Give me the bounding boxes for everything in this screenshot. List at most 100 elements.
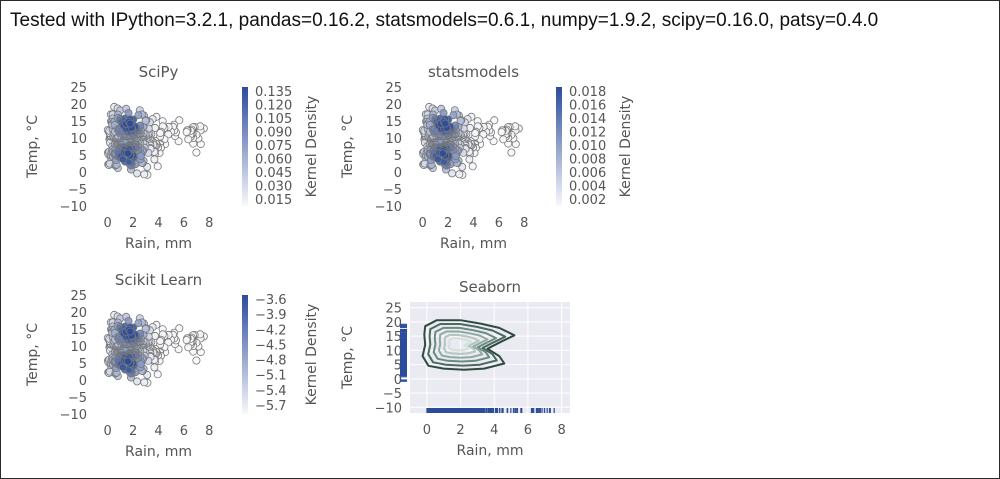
x-tick-label: 8 [205, 216, 213, 231]
y-tick-label: −10 [375, 200, 402, 215]
y-tick-label: 25 [385, 302, 402, 317]
y-tick-label: 20 [70, 306, 87, 321]
y-tick-label: −10 [375, 401, 402, 416]
colorbar-label: Kernel Density [618, 96, 634, 198]
y-tick-label: 10 [385, 344, 402, 359]
data-point [123, 149, 132, 158]
x-tick-label: 0 [104, 424, 112, 439]
x-axis-label: Rain, mm [125, 444, 192, 460]
data-point [133, 377, 142, 386]
y-tick-label: −5 [68, 183, 87, 198]
data-point [465, 155, 474, 164]
y-tick-label: 5 [394, 359, 402, 374]
data-point [156, 337, 165, 346]
y-tick-label: 5 [79, 357, 87, 372]
data-point [175, 116, 184, 125]
colorbar [242, 87, 248, 206]
y-axis-label: Temp, °C [25, 115, 41, 179]
kde-contour [447, 337, 472, 352]
x-tick-label: 8 [205, 424, 213, 439]
data-point [134, 319, 143, 328]
x-tick-label: 6 [495, 216, 503, 231]
colorbar-tick-label: 0.030 [255, 180, 292, 195]
kde-contour [432, 326, 498, 363]
data-point [455, 170, 464, 179]
x-tick-label: 2 [129, 216, 137, 231]
data-point [126, 327, 135, 336]
y-tick-label: −10 [60, 408, 87, 423]
data-point [184, 343, 193, 352]
kde-contour [443, 334, 480, 355]
y-tick-label: 10 [70, 340, 87, 355]
colorbar-tick-label: 0.014 [569, 112, 606, 127]
colorbar-tick-label: 0.015 [255, 193, 292, 208]
data-point [182, 336, 191, 345]
y-tick-label: 0 [79, 374, 87, 389]
y-tick-label: −5 [383, 183, 402, 198]
y-tick-label: 20 [385, 98, 402, 113]
y-axis-label: Temp, °C [340, 115, 356, 179]
kde-contour [421, 319, 516, 371]
chart-panel-2: statsmodels 25 20 15 10 5 0 −5 −10 0 2 4 6 8 Rain, mm T… [340, 63, 634, 252]
x-tick-label: 6 [180, 424, 188, 439]
y-tick-label: 0 [394, 166, 402, 181]
data-point [499, 135, 508, 144]
data-point [184, 135, 193, 144]
colorbar-tick-label: −3.6 [255, 293, 287, 308]
data-point [490, 116, 499, 125]
x-tick-label: 2 [129, 424, 137, 439]
data-point [140, 378, 149, 387]
chart-panel-3: Scikit Learn 25 20 15 10 5 0 −5 −10 0 2 4 6 8 Rain, mm… [25, 271, 320, 460]
y-tick-label: 20 [385, 316, 402, 331]
y-tick-label: 0 [79, 166, 87, 181]
x-tick-label: 8 [557, 423, 565, 438]
data-point [448, 169, 457, 178]
colorbar-tick-label: 0.006 [569, 166, 606, 181]
x-tick-label: 0 [104, 216, 112, 231]
data-point [441, 119, 450, 128]
x-tick-label: 6 [180, 216, 188, 231]
y-tick-label: −10 [60, 200, 87, 215]
data-point [175, 324, 184, 333]
x-tick-label: 8 [520, 216, 528, 231]
y-tick-label: −5 [383, 387, 402, 402]
colorbar-tick-label: −4.5 [255, 338, 287, 353]
y-tick-label: −5 [68, 391, 87, 406]
y-tick-label: 15 [385, 115, 402, 130]
data-point [134, 111, 143, 120]
chart-title: Scikit Learn [115, 271, 202, 289]
data-point [123, 357, 132, 366]
data-point [192, 148, 201, 157]
chart-title: SciPy [139, 63, 179, 81]
x-tick-label: 2 [444, 216, 452, 231]
colorbar-tick-label: 0.002 [569, 193, 606, 208]
colorbar-tick-label: 0.090 [255, 126, 292, 141]
data-point [150, 363, 159, 372]
data-point [182, 128, 191, 137]
x-axis-label: Rain, mm [457, 443, 524, 459]
y-tick-label: 25 [70, 81, 87, 96]
data-point [471, 129, 480, 138]
colorbar-tick-label: 0.016 [569, 99, 606, 114]
y-tick-label: 15 [70, 323, 87, 338]
colorbar-tick-label: 0.010 [569, 139, 606, 154]
x-tick-label: 0 [423, 423, 431, 438]
x-tick-label: 4 [154, 216, 162, 231]
x-tick-label: 6 [524, 423, 532, 438]
colorbar-tick-label: 0.135 [255, 85, 292, 100]
y-tick-label: 25 [385, 81, 402, 96]
colorbar-tick-label: 0.060 [255, 153, 292, 168]
data-point [438, 149, 447, 158]
colorbar [242, 295, 248, 414]
y-axis-label: Temp, °C [340, 326, 356, 390]
colorbar-tick-label: 0.075 [255, 139, 292, 154]
y-tick-label: 15 [385, 330, 402, 345]
colorbar-tick-label: 0.105 [255, 112, 292, 127]
colorbar-tick-label: −4.8 [255, 354, 287, 369]
x-tick-label: 4 [154, 424, 162, 439]
data-point [133, 169, 142, 178]
colorbar-label: Kernel Density [304, 96, 320, 198]
data-point [468, 162, 477, 171]
data-point [140, 170, 149, 179]
